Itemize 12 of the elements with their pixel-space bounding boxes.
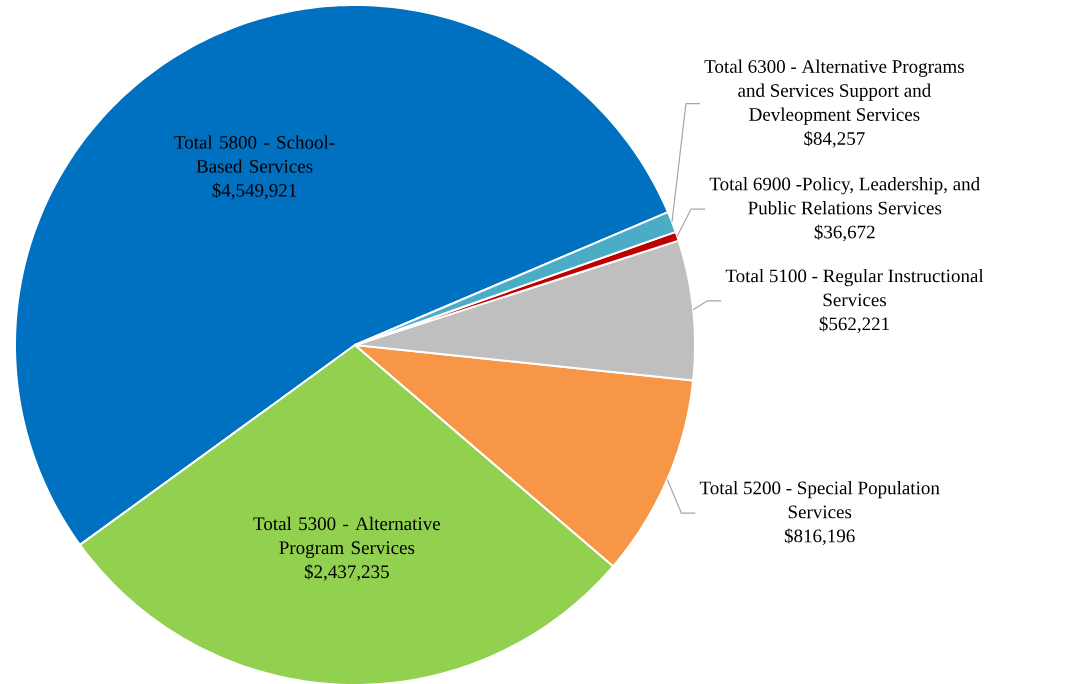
slice-label: Total 5800 - School-Based Services [174,135,335,173]
slice-label: Total 5300 - Alternative Program Services [253,516,440,559]
data-label: $2,437,235 [304,564,389,581]
slice-label: Total 6300 - Alternative Programs and Services Support and Devleopment Services [704,59,964,125]
data-label: $36,672 [814,224,875,242]
data-label: $4,549,921 [212,182,297,200]
data-label: $816,196 [784,528,855,546]
data-label: $562,221 [819,316,889,334]
slice-label: Total 5100 - Regular Instructional Services [725,268,984,307]
slice-label: Total 5200 - Special Population Services [699,480,940,519]
data-label: $84,257 [804,130,865,148]
slice-label: Total 6900 -Policy, Leadership, and Public Relations Services [709,177,980,215]
